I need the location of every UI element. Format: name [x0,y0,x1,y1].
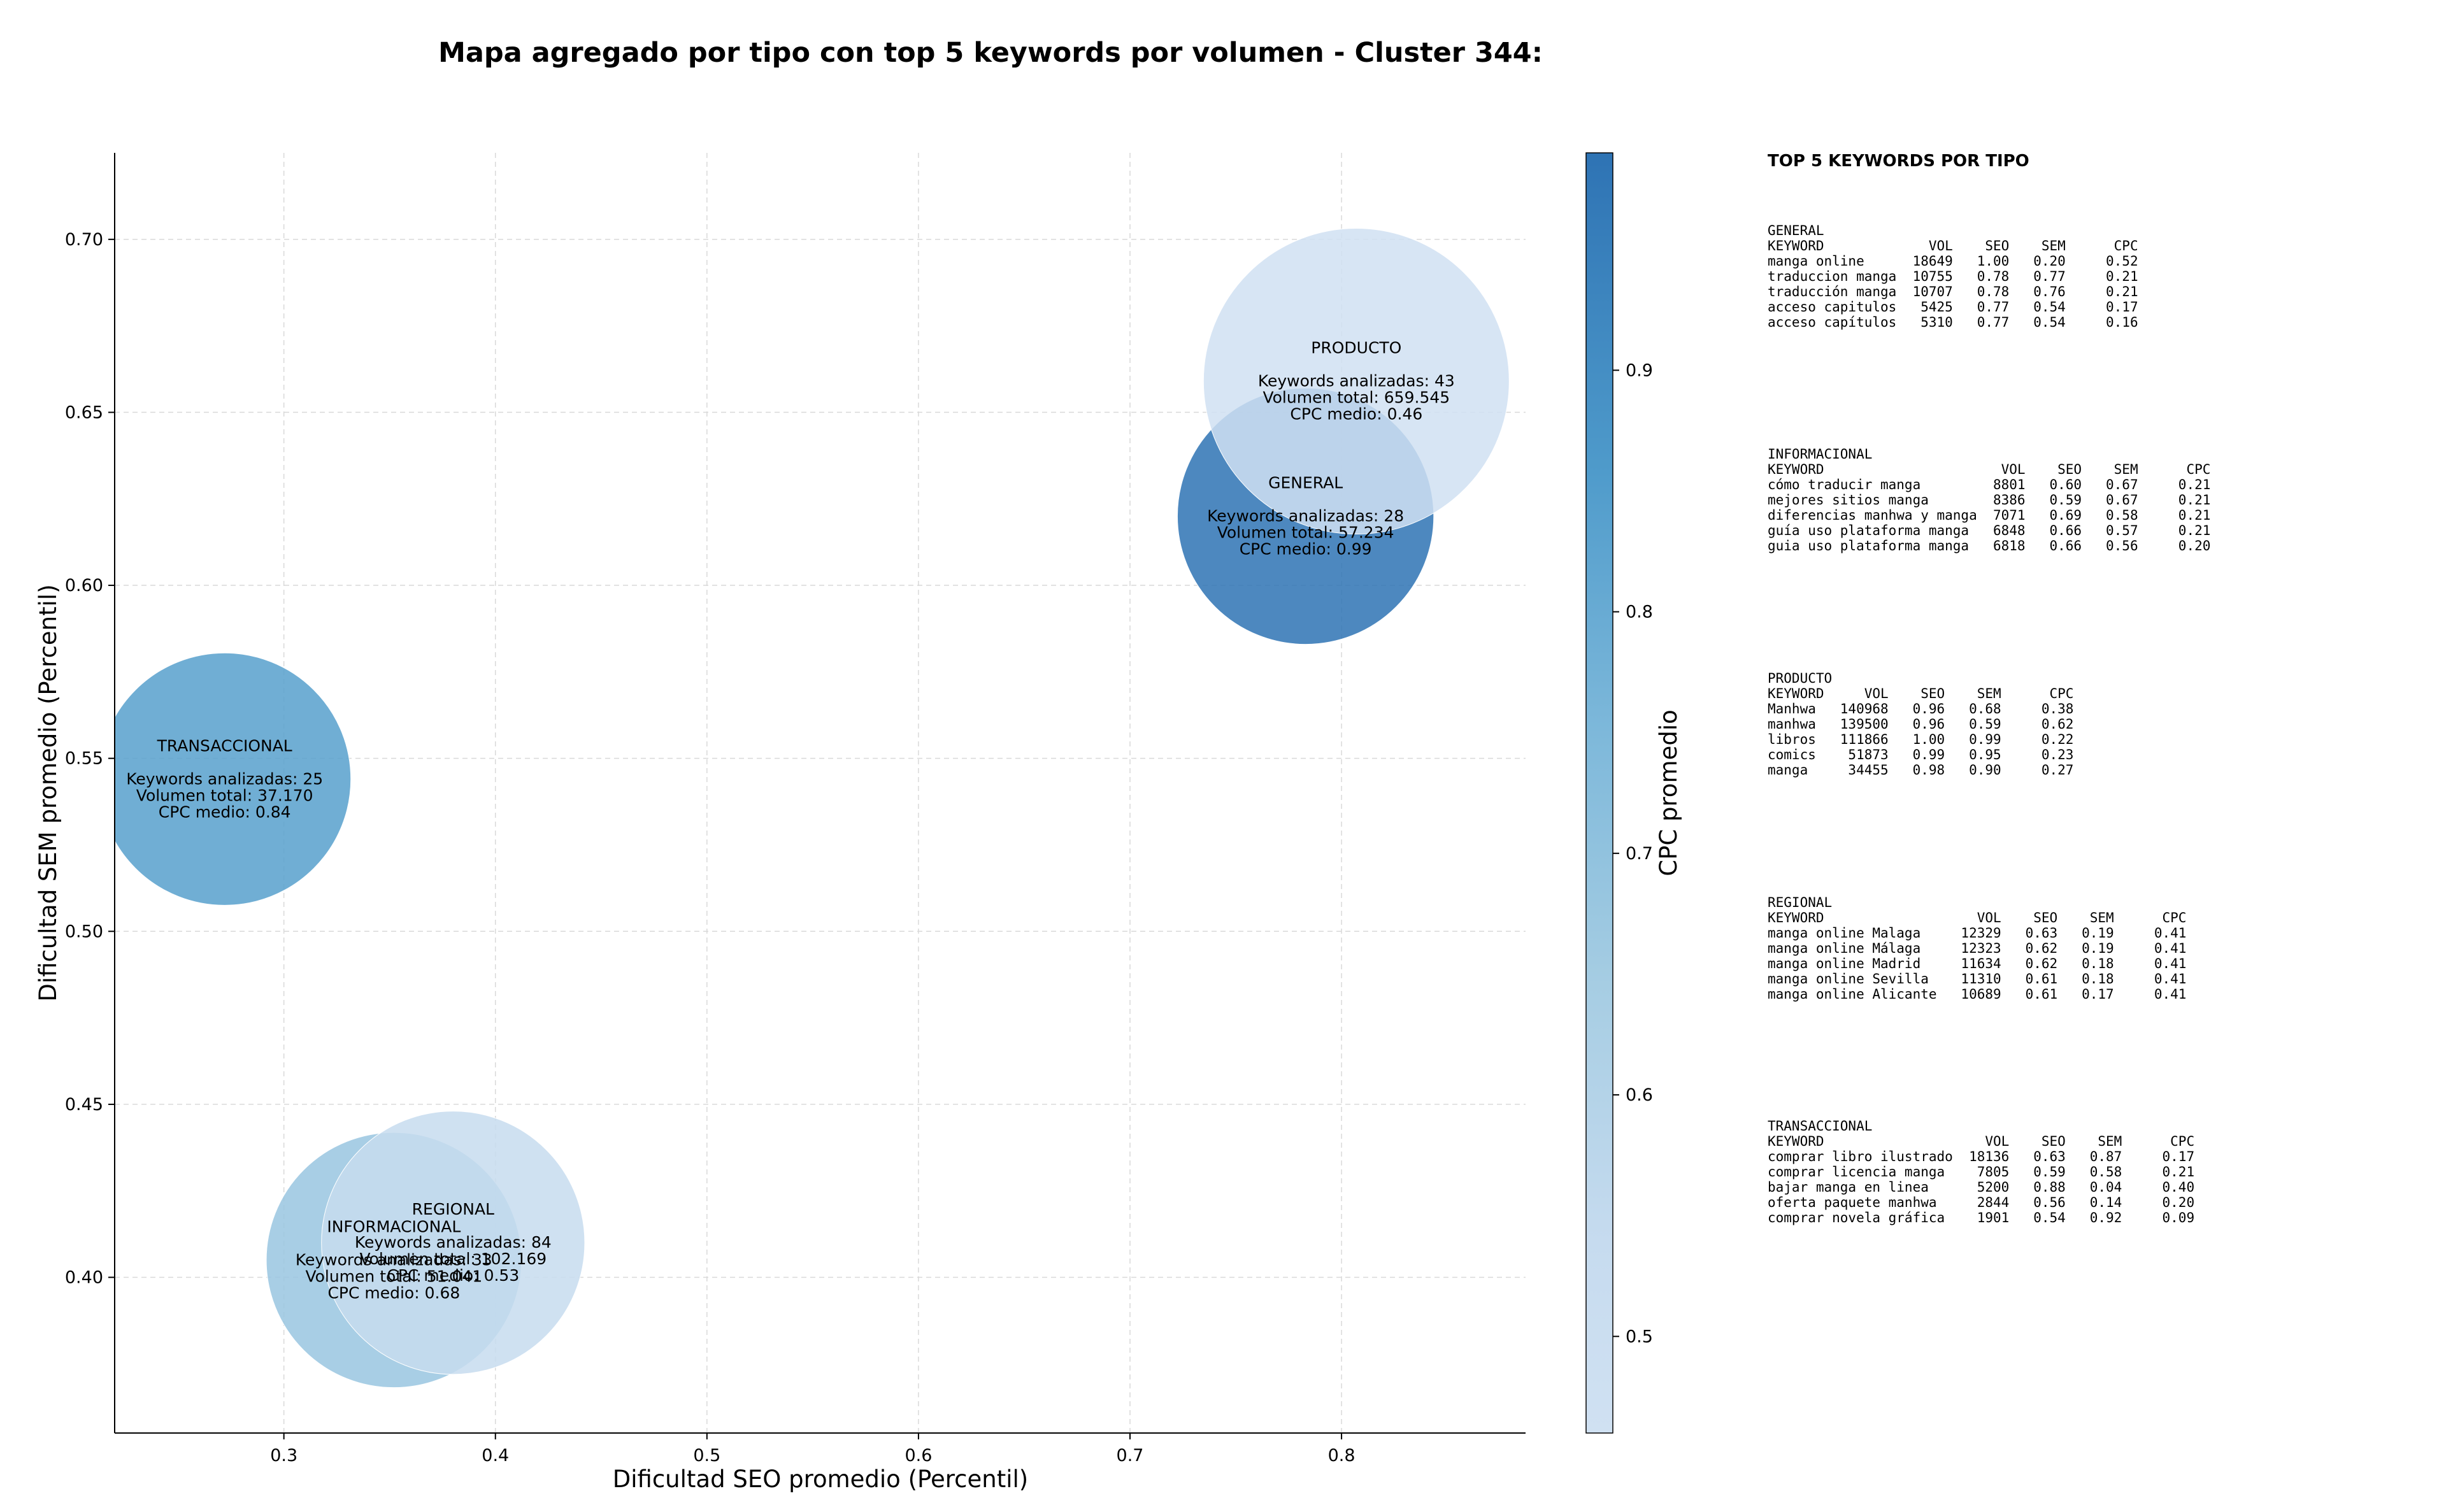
table-regional-line: manga online Malaga 12329 0.63 0.19 0.41 [1768,925,2186,941]
y-tick-label: 0.55 [65,749,103,769]
y-tick-label: 0.60 [65,576,103,596]
y-tick-label: 0.50 [65,922,103,941]
bubble-label-general: Volumen total: 57.234 [1217,523,1394,541]
grid [115,153,1526,1433]
y-tick-label: 0.40 [65,1268,103,1288]
bubble-label-general: Keywords analizadas: 28 [1207,506,1404,525]
bubble-label-transaccional: CPC medio: 0.84 [159,802,291,821]
bubble-label-producto: CPC medio: 0.46 [1290,405,1422,424]
colorbar-tick-label: 0.9 [1626,360,1653,380]
table-producto-line: Manhwa 140968 0.96 0.68 0.38 [1768,701,2073,717]
table-regional-line: manga online Sevilla 11310 0.61 0.18 0.4… [1768,971,2186,987]
y-ticks: 0.40 0.45 0.50 0.55 0.60 0.65 0.70 [65,230,115,1288]
bubble-label-transaccional: Keywords analizadas: 25 [126,769,323,788]
table-informacional-line: guía uso plataforma manga 6848 0.66 0.57… [1768,523,2210,538]
table-transaccional-line: comprar licencia manga 7805 0.59 0.58 0.… [1768,1164,2194,1180]
colorbar [1585,152,1613,1434]
bubble-transaccional [115,652,352,906]
table-regional-line: manga online Málaga 12323 0.62 0.19 0.41 [1768,941,2186,956]
bubble-label-producto: PRODUCTO [1311,339,1401,357]
colorbar-tick-label: 0.6 [1626,1085,1653,1105]
table-transaccional-line: KEYWORD VOL SEO SEM CPC [1768,1134,2194,1149]
x-tick-label: 0.4 [482,1446,509,1466]
table-general-line: GENERAL [1768,223,1824,238]
bubble-label-informacional: Keywords analizadas: 33 [296,1250,492,1269]
chart-title: Mapa agregado por tipo con top 5 keyword… [438,37,1543,69]
bubble-regional [321,1111,585,1375]
bubble-label-producto: Volumen total: 659.545 [1262,389,1450,407]
table-transaccional-line: comprar novela gráfica 1901 0.54 0.92 0.… [1768,1210,2194,1225]
colorbar-ticks: 0.5 0.6 0.7 0.8 0.9 [1613,360,1653,1346]
bubble-label-regional: REGIONAL [412,1200,494,1218]
y-tick-label: 0.70 [65,230,103,250]
table-producto-line: manhwa 139500 0.96 0.59 0.62 [1768,717,2073,732]
bubble-label-regional: Volumen total: 102.169 [359,1250,547,1268]
table-producto-line: libros 111866 1.00 0.99 0.22 [1768,732,2073,747]
x-axis-label: Dificultad SEO promedio (Percentil) [613,1466,1028,1493]
bubble-label-general: GENERAL [1268,473,1343,492]
bubble-label-informacional: INFORMACIONAL [327,1217,461,1236]
table-informacional-line: diferencias manhwa y manga 7071 0.69 0.5… [1768,508,2210,523]
table-general-line: acceso capitulos 5425 0.77 0.54 0.17 [1768,299,2138,315]
table-informacional-line: KEYWORD VOL SEO SEM CPC [1768,462,2210,477]
table-general-line: KEYWORD VOL SEO SEM CPC [1768,238,2138,253]
table-general-line: acceso capítulos 5310 0.77 0.54 0.16 [1768,315,2138,330]
y-tick-label: 0.45 [65,1095,103,1115]
bubble-label-producto: Keywords analizadas: 43 [1258,372,1455,390]
table-producto-line: PRODUCTO [1768,671,1832,686]
bubble-label-general: CPC medio: 0.99 [1240,539,1372,558]
bubble-label-transaccional: Volumen total: 37.170 [136,786,313,804]
table-transaccional-line: oferta paquete manhwa 2844 0.56 0.14 0.2… [1768,1195,2194,1210]
x-tick-label: 0.6 [905,1446,932,1466]
bubble-label-regional: CPC medio: 0.53 [387,1266,519,1285]
table-regional-line: KEYWORD VOL SEO SEM CPC [1768,910,2186,925]
table-general-line: manga online 18649 1.00 0.20 0.52 [1768,253,2138,269]
table-regional-line: REGIONAL [1768,895,1832,910]
bubble-label-informacional: Volumen total: 51.041 [305,1267,482,1285]
table-producto-line: manga 34455 0.98 0.90 0.27 [1768,762,2073,778]
y-axis-label: Dificultad SEM promedio (Percentil) [34,584,62,1001]
table-informacional-line: INFORMACIONAL [1768,446,1872,462]
colorbar-label: CPC promedio [1655,710,1682,876]
colorbar-tick-label: 0.7 [1626,844,1653,864]
bubbles [115,228,1510,1388]
side-panel-title: TOP 5 KEYWORDS POR TIPO [1768,152,2029,171]
table-regional-line: manga online Madrid 11634 0.62 0.18 0.41 [1768,956,2186,971]
colorbar-tick-label: 0.5 [1626,1327,1653,1346]
bubble-label-informacional: CPC medio: 0.68 [327,1283,460,1302]
x-tick-label: 0.3 [270,1446,297,1466]
x-tick-label: 0.8 [1328,1446,1355,1466]
table-informacional-line: mejores sitios manga 8386 0.59 0.67 0.21 [1768,492,2210,508]
y-tick-label: 0.65 [65,403,103,422]
table-informacional-line: guia uso plataforma manga 6818 0.66 0.56… [1768,538,2210,553]
table-transaccional-line: comprar libro ilustrado 18136 0.63 0.87 … [1768,1149,2194,1164]
table-transaccional-line: bajar manga en linea 5200 0.88 0.04 0.40 [1768,1180,2194,1195]
table-producto-line: comics 51873 0.99 0.95 0.23 [1768,747,2073,762]
table-producto-line: KEYWORD VOL SEO SEM CPC [1768,686,2073,701]
x-ticks: 0.3 0.4 0.5 0.6 0.7 0.8 [270,1433,1355,1466]
table-informacional-line: cómo traducir manga 8801 0.60 0.67 0.21 [1768,477,2210,492]
table-general-line: traducción manga 10707 0.78 0.76 0.21 [1768,284,2138,299]
colorbar-tick-label: 0.8 [1626,603,1653,622]
x-tick-label: 0.7 [1117,1446,1144,1466]
bubble-label-regional: Keywords analizadas: 84 [355,1233,552,1252]
bubble-producto [1203,228,1510,535]
x-tick-label: 0.5 [693,1446,720,1466]
bubble-label-transaccional: TRANSACCIONAL [157,736,292,755]
table-general-line: traduccion manga 10755 0.78 0.77 0.21 [1768,269,2138,284]
table-regional-line: manga online Alicante 10689 0.61 0.17 0.… [1768,987,2186,1002]
table-transaccional-line: TRANSACCIONAL [1768,1118,1872,1134]
